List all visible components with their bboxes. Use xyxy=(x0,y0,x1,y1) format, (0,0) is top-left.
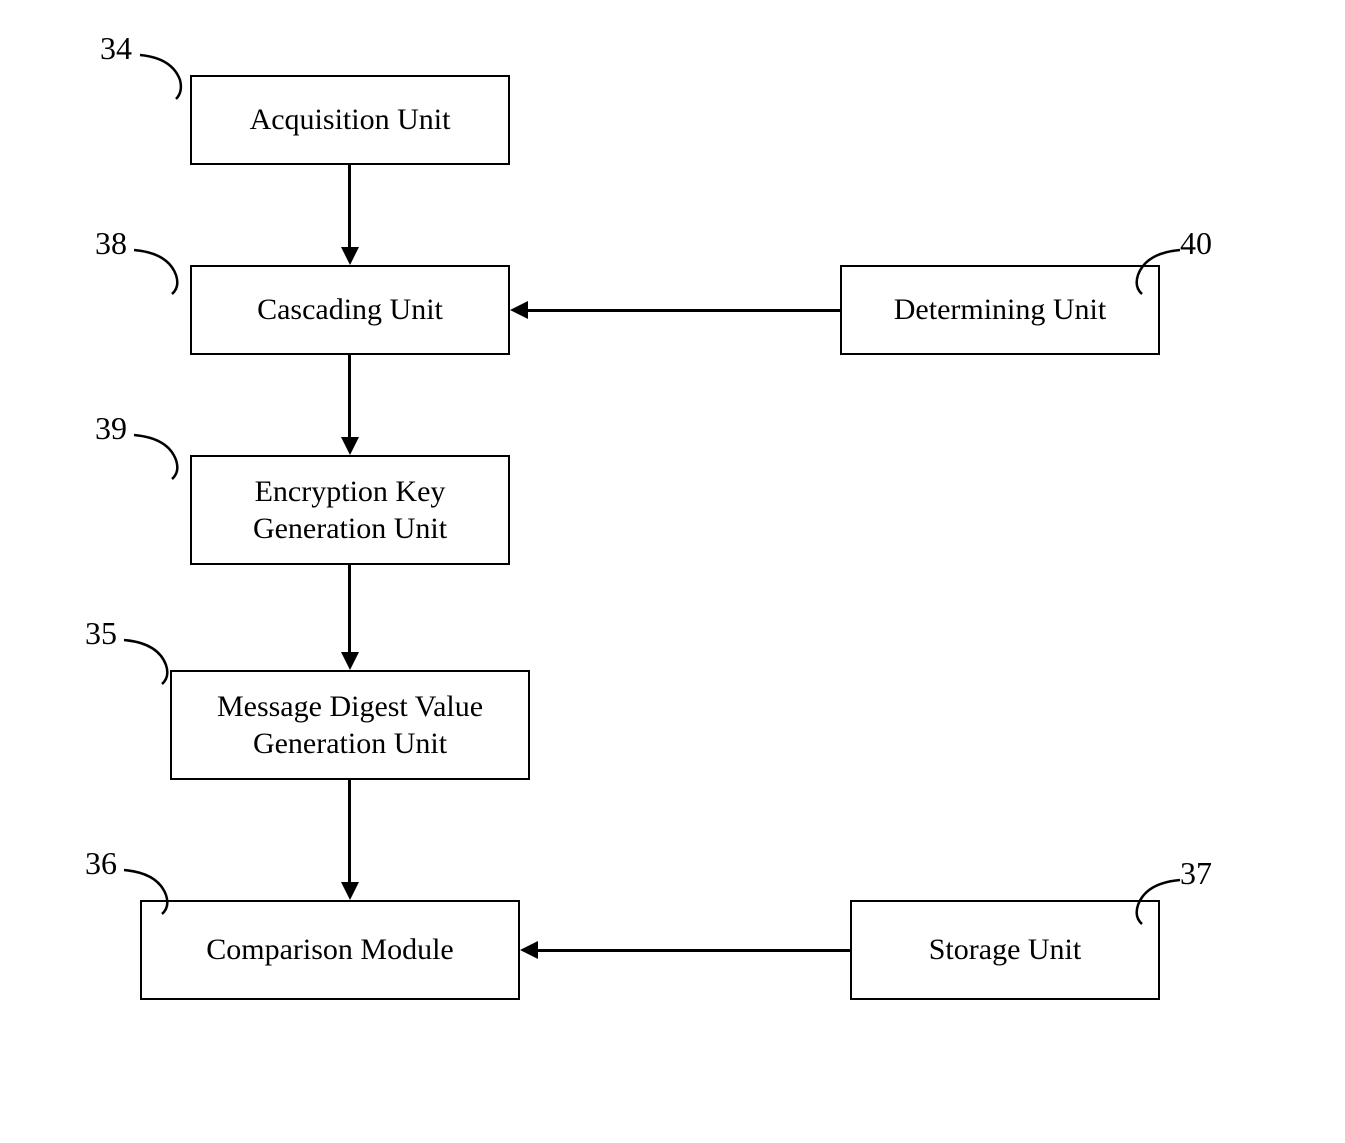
node-text: Comparison Module xyxy=(206,931,454,969)
node-storage: Storage Unit xyxy=(850,900,1160,1000)
node-text: Cascading Unit xyxy=(257,291,443,329)
arrowhead-icon xyxy=(341,652,359,670)
edge-digest-comparison xyxy=(348,780,351,882)
node-text: Acquisition Unit xyxy=(250,101,451,139)
arrowhead-icon xyxy=(341,437,359,455)
edge-cascading-encryption xyxy=(348,355,351,437)
label-34: 34 xyxy=(100,30,132,67)
label-37: 37 xyxy=(1180,855,1212,892)
node-determining: Determining Unit xyxy=(840,265,1160,355)
edge-storage-comparison xyxy=(538,949,850,952)
node-text: Encryption Key Generation Unit xyxy=(204,473,496,548)
node-acquisition: Acquisition Unit xyxy=(190,75,510,165)
node-comparison: Comparison Module xyxy=(140,900,520,1000)
node-text: Message Digest Value Generation Unit xyxy=(184,688,516,763)
flowchart-diagram: Acquisition Unit Cascading Unit Encrypti… xyxy=(0,0,1345,1143)
label-39: 39 xyxy=(95,410,127,447)
label-35: 35 xyxy=(85,615,117,652)
arrowhead-icon xyxy=(341,882,359,900)
label-40: 40 xyxy=(1180,225,1212,262)
node-digest: Message Digest Value Generation Unit xyxy=(170,670,530,780)
edge-determining-cascading xyxy=(528,309,840,312)
label-36: 36 xyxy=(85,845,117,882)
arrowhead-icon xyxy=(520,941,538,959)
node-cascading: Cascading Unit xyxy=(190,265,510,355)
label-38: 38 xyxy=(95,225,127,262)
edge-encryption-digest xyxy=(348,565,351,652)
arrowhead-icon xyxy=(341,247,359,265)
node-text: Determining Unit xyxy=(894,291,1106,329)
node-encryption: Encryption Key Generation Unit xyxy=(190,455,510,565)
node-text: Storage Unit xyxy=(929,931,1081,969)
edge-acquisition-cascading xyxy=(348,165,351,247)
arrowhead-icon xyxy=(510,301,528,319)
